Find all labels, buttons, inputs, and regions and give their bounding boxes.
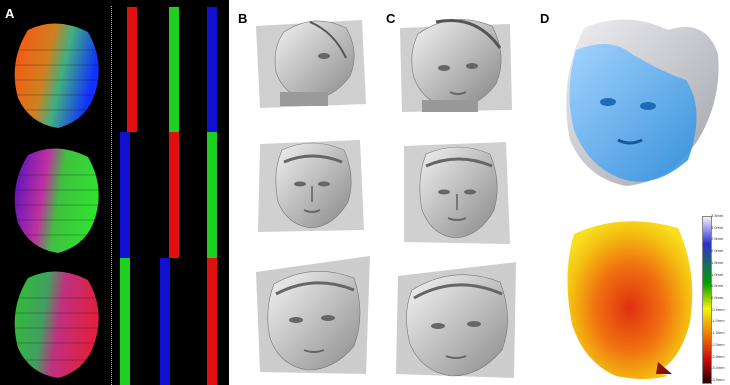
colorbar-tick-label: 0.5mm xyxy=(711,283,724,289)
colorbar-tick-label: -0.5mm xyxy=(711,306,725,312)
colorbar-tick-label: 2.0mm xyxy=(711,248,724,254)
scan-b-bottom xyxy=(256,256,370,374)
colorbar-tick-label: -1.0mm xyxy=(711,318,725,324)
panel-d-label: D xyxy=(540,11,550,26)
dotted-separator xyxy=(111,6,112,385)
panel-a-label: A xyxy=(5,6,15,21)
colorbar-tick-label: 0.0mm xyxy=(711,295,724,300)
colorbar-tick-label: -1.5mm xyxy=(711,330,725,336)
colorbar-tick-label: 3.0mm xyxy=(711,224,724,230)
panel-c-label: C xyxy=(386,11,396,26)
scan-b-top xyxy=(256,20,366,108)
deviation-heatmap xyxy=(567,221,693,379)
bar-green-2 xyxy=(207,132,217,258)
colorbar-tick-label: -3.5mm xyxy=(711,377,725,382)
colorbar-tick-label: 3.5mm xyxy=(711,213,724,218)
bar-blue-1 xyxy=(207,7,217,132)
colorbar-tick-label: -2.5mm xyxy=(711,353,725,359)
colorbar-tick-label: 1.0mm xyxy=(711,271,724,277)
panel-b-label: B xyxy=(238,11,248,26)
bar-blue-3 xyxy=(160,258,170,385)
bar-red-1 xyxy=(127,7,137,132)
colorbar-tick-label: -3.0mm xyxy=(711,365,725,371)
colorbar-tick-label: -2.0mm xyxy=(711,341,725,347)
scan-c-middle xyxy=(404,142,510,244)
colorbar-tick-label: 1.5mm xyxy=(711,259,724,265)
rgb-head-1 xyxy=(14,23,100,128)
bar-blue-2 xyxy=(120,132,130,258)
panel-a: A xyxy=(0,0,229,385)
deviation-overlay-blue-gray xyxy=(566,19,719,187)
rgb-head-2 xyxy=(14,148,100,253)
bar-red-3 xyxy=(207,258,217,385)
bar-red-2 xyxy=(169,132,179,258)
scan-c-top xyxy=(400,19,512,112)
scan-b-middle xyxy=(258,140,364,232)
bar-green-1 xyxy=(169,7,179,132)
bar-green-3 xyxy=(120,258,130,385)
scan-c-bottom xyxy=(396,262,516,378)
rgb-head-3 xyxy=(14,271,100,378)
colorbar xyxy=(702,216,712,384)
colorbar-tick-label: 2.5mm xyxy=(711,236,724,242)
